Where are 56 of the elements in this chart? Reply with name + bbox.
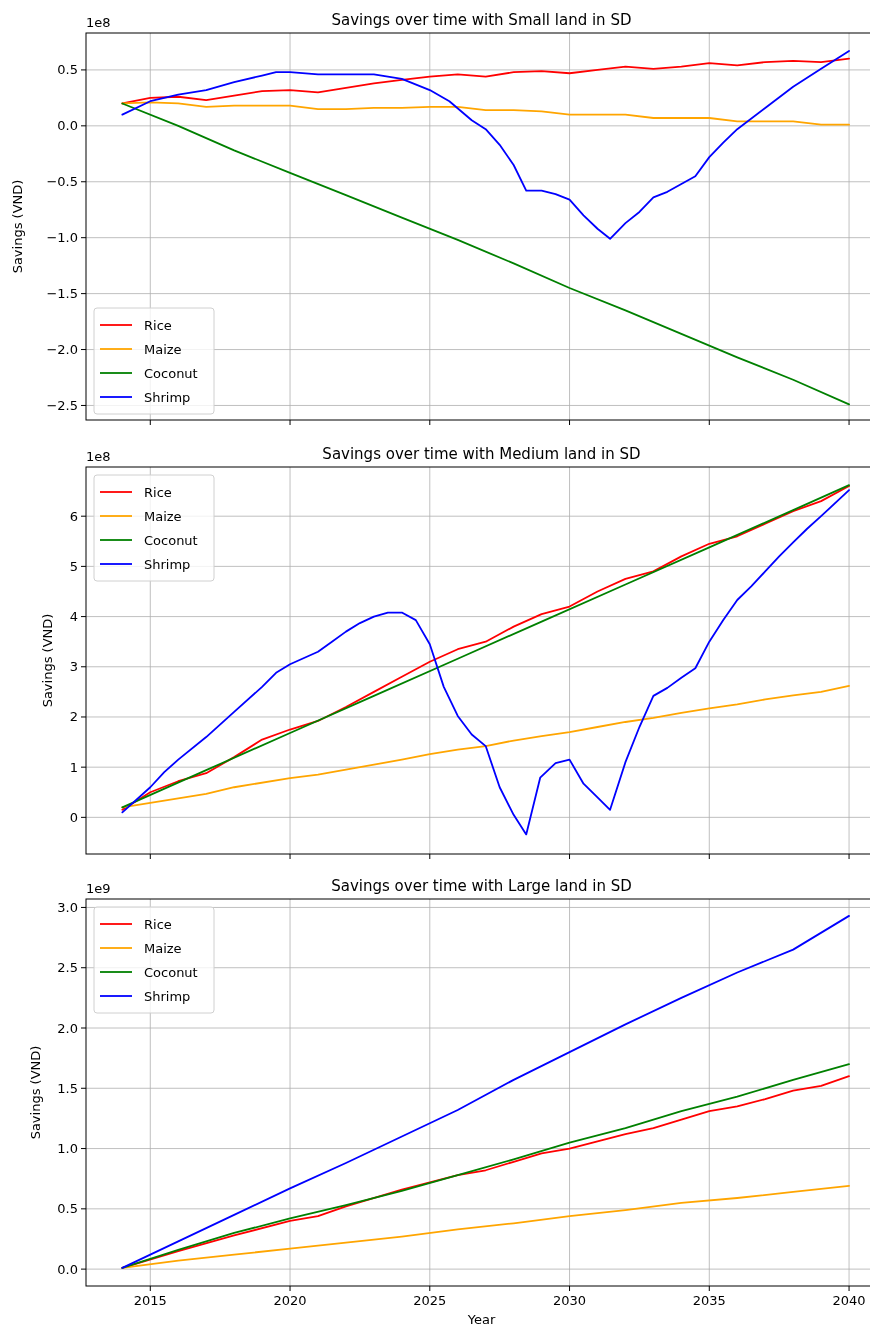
chart-title: Savings over time with Small land in SD bbox=[331, 11, 632, 29]
y-axis-title: Savings (VND) bbox=[28, 1045, 43, 1140]
y-tick-label: 0.5 bbox=[57, 1201, 78, 1217]
y-tick-label: 4 bbox=[69, 609, 78, 625]
y-tick-label: 0.0 bbox=[57, 118, 78, 134]
legend-label: Rice bbox=[144, 318, 172, 333]
x-tick-label: 2030 bbox=[553, 1293, 587, 1308]
y-tick-label: −2.0 bbox=[46, 342, 78, 358]
y-axis-title: Savings (VND) bbox=[10, 179, 25, 274]
text: 1e8 bbox=[86, 15, 111, 30]
legend-label: Coconut bbox=[144, 366, 198, 381]
y-tick-label: 3.0 bbox=[57, 899, 78, 915]
x-tick-label: 2025 bbox=[413, 1293, 447, 1308]
line-series bbox=[121, 914, 850, 1269]
x-tick-label: 2035 bbox=[692, 1293, 726, 1308]
y-tick-label: 5 bbox=[69, 558, 78, 574]
y-tick-label: 0 bbox=[69, 809, 78, 825]
legend-label: Shrimp bbox=[144, 989, 191, 1004]
y-tick-label: 2 bbox=[69, 709, 78, 725]
y-tick-label: −0.5 bbox=[46, 174, 78, 190]
legend-label: Maize bbox=[144, 941, 182, 956]
legend-label: Maize bbox=[144, 509, 182, 524]
y-tick-label: 2.0 bbox=[57, 1020, 78, 1036]
y-tick-label: 1.0 bbox=[57, 1141, 78, 1157]
y-axis-title: Savings (VND) bbox=[40, 613, 55, 708]
x-axis-title: Year bbox=[466, 1312, 496, 1327]
x-tick-label: 2020 bbox=[273, 1293, 307, 1308]
text: 1e9 bbox=[86, 881, 111, 896]
y-tick-label: 3 bbox=[69, 659, 78, 675]
y-tick-label: −2.5 bbox=[46, 397, 78, 413]
chart-title: Savings over time with Large land in SD bbox=[331, 877, 632, 895]
y-tick-label: 1.5 bbox=[57, 1080, 78, 1096]
line-series bbox=[121, 102, 850, 406]
x-tick-label: 2040 bbox=[832, 1293, 866, 1308]
legend-label: Shrimp bbox=[144, 390, 191, 405]
legend-label: Rice bbox=[144, 485, 172, 500]
x-tick-label: 2015 bbox=[133, 1293, 167, 1308]
legend-label: Maize bbox=[144, 342, 182, 357]
legend-label: Coconut bbox=[144, 965, 198, 980]
legend-label: Rice bbox=[144, 917, 172, 932]
line-series bbox=[121, 101, 850, 126]
legend-label: Coconut bbox=[144, 533, 198, 548]
y-tick-label: 0.5 bbox=[57, 62, 78, 78]
y-tick-label: 0.0 bbox=[57, 1261, 78, 1277]
line-series bbox=[121, 50, 850, 240]
line-series bbox=[121, 57, 850, 105]
line-series bbox=[121, 684, 850, 809]
legend-label: Shrimp bbox=[144, 557, 191, 572]
chart-title: Savings over time with Medium land in SD bbox=[322, 445, 641, 463]
line-series bbox=[121, 1185, 850, 1269]
y-tick-label: 6 bbox=[69, 508, 78, 524]
text: 1e8 bbox=[86, 449, 111, 464]
y-tick-label: −1.0 bbox=[46, 230, 78, 246]
y-tick-label: 1 bbox=[69, 759, 78, 775]
y-tick-label: −1.5 bbox=[46, 286, 78, 302]
y-tick-label: 2.5 bbox=[57, 960, 78, 976]
